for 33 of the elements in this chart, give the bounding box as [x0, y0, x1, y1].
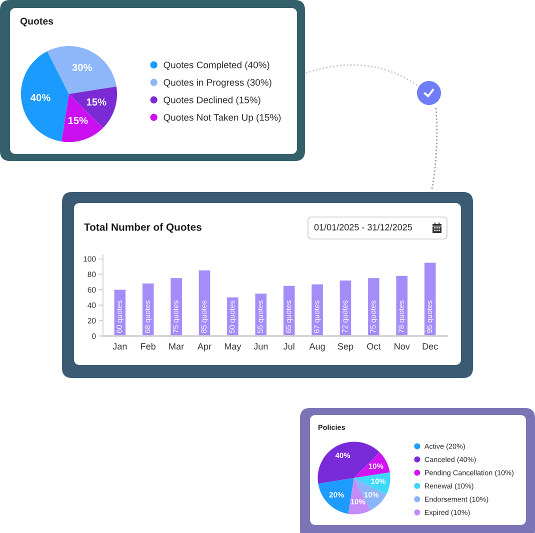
x-tick-label: Nov [394, 343, 410, 350]
x-tick-label: Mar [169, 343, 184, 350]
pie-slice [354, 452, 390, 478]
chart-title: Total Number of Quotes [84, 223, 202, 233]
bar [396, 276, 408, 336]
data-label: 15% [68, 116, 88, 124]
pie-slice [47, 46, 116, 94]
bar [368, 278, 380, 336]
data-label: 30% [72, 64, 92, 72]
x-tick-label: Feb [141, 342, 156, 350]
data-label: 15% [86, 98, 106, 106]
legend-label: Quotes Declined (15%) [164, 96, 260, 106]
text: Quotes [20, 18, 54, 26]
pie-slice [20, 51, 69, 142]
bar [142, 284, 154, 336]
x-tick-label: Aug [309, 343, 325, 352]
legend-label: Quotes Not Taken Up (15%) [164, 114, 281, 123]
legend-label: Quotes Completed (40%) [164, 61, 270, 70]
data-label: 40% [30, 94, 50, 102]
legend-label: Quotes in Progress (30%) [164, 78, 272, 88]
x-tick-label: Sep [338, 343, 354, 352]
text: 01/01/2025 - 31/12/2025 [314, 224, 412, 230]
bar [170, 278, 182, 336]
x-tick-label: May [224, 343, 242, 352]
x-tick-label: Oct [367, 343, 381, 350]
x-tick-label: Jul [283, 342, 294, 350]
pie-slice [69, 86, 118, 128]
x-tick-label: Jun [254, 343, 268, 350]
x-tick-label: Jan [112, 343, 127, 350]
bar [312, 284, 323, 336]
x-tick-label: Apr [198, 343, 212, 352]
x-tick-label: Dec [422, 343, 438, 350]
bar [424, 262, 436, 336]
